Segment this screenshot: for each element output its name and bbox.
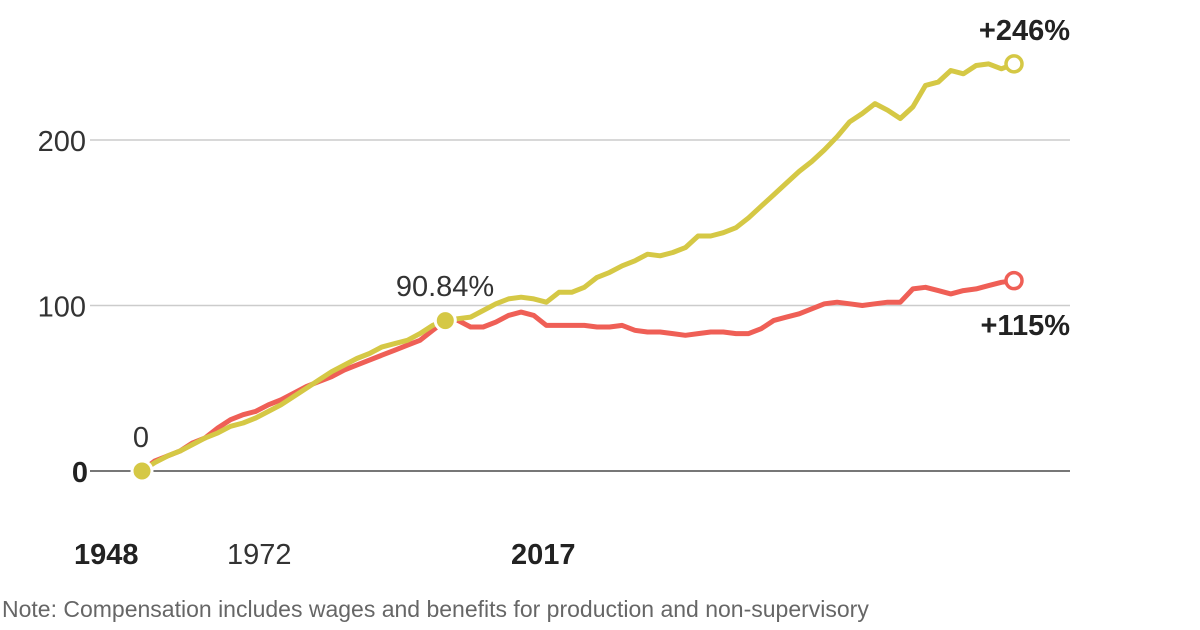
end-label-series-a: +246%	[979, 15, 1070, 47]
end-marker-series-b	[1004, 270, 1024, 291]
footnote: Note: Compensation includes wages and be…	[2, 596, 869, 622]
y-tick-label: 200	[38, 126, 86, 158]
markers	[130, 54, 1024, 483]
y-tick-label: 0	[72, 457, 88, 489]
midpoint-annotation: 90.84%	[396, 271, 494, 303]
start-marker	[130, 459, 154, 483]
end-marker-series-a	[1004, 54, 1024, 74]
y-axis-ticks: 0 100 200	[38, 126, 88, 489]
start-annotation: 0	[133, 422, 149, 454]
x-tick-label: 2017	[511, 539, 576, 571]
x-tick-label: 1948	[74, 539, 139, 571]
series-lines	[140, 61, 1015, 474]
series-a-line	[140, 61, 1015, 474]
x-tick-label: 1972	[227, 539, 292, 571]
y-tick-label: 100	[38, 292, 86, 324]
series-b-line	[140, 278, 1015, 473]
midpoint-marker	[433, 309, 457, 333]
gridlines	[90, 139, 1070, 472]
end-label-series-b: +115%	[980, 310, 1070, 342]
